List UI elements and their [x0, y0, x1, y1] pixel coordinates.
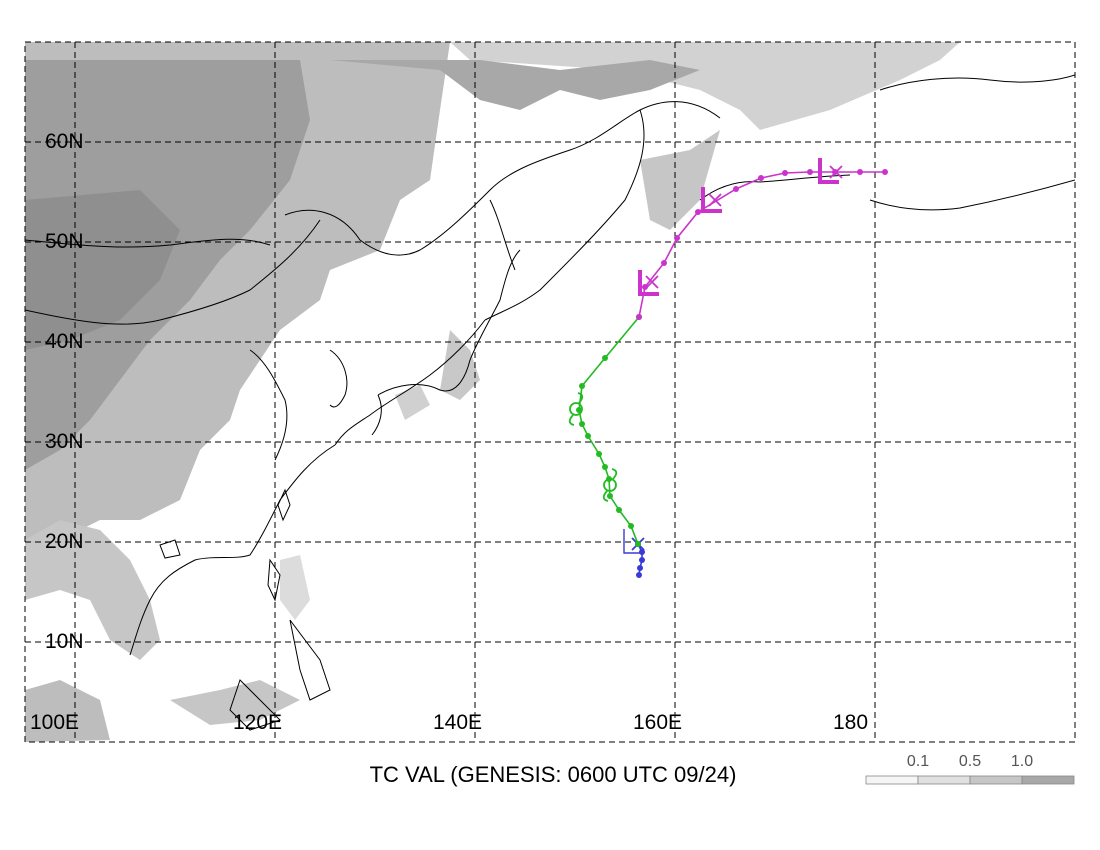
lon-label-140: 140E	[433, 711, 482, 734]
legend-label-1.0: 1.0	[1011, 753, 1033, 770]
track-point	[637, 565, 643, 571]
track-line	[638, 171, 885, 318]
tropical-storm-arms	[568, 392, 584, 426]
track-point	[579, 421, 585, 427]
track-point	[636, 314, 642, 320]
track-point	[607, 493, 613, 499]
legend-label-0.5: 0.5	[959, 753, 981, 770]
lon-label-100: 100E	[30, 711, 79, 734]
lat-label-20: 20N	[45, 530, 84, 553]
lon-label-160: 160E	[633, 711, 682, 734]
lat-labels: 10N 20N 30N 40N 50N 60N	[45, 130, 84, 653]
lon-label-120: 120E	[233, 711, 282, 734]
legend-box-4	[1021, 775, 1075, 785]
track-point	[602, 464, 608, 470]
tropical-storm-symbol	[569, 402, 583, 416]
track-point	[782, 170, 788, 176]
track-point	[758, 175, 764, 181]
track-point	[596, 451, 602, 457]
legend-box-2	[917, 775, 971, 785]
lat-lon-grid	[25, 42, 1075, 742]
terrain-shading	[25, 42, 960, 742]
track-point	[628, 523, 634, 529]
track-point	[674, 235, 680, 241]
low-symbol	[638, 270, 659, 296]
low-symbol	[818, 158, 839, 184]
track-point	[639, 557, 645, 563]
track-point	[857, 169, 863, 175]
shading-legend: 0.1 0.5 1.0	[865, 753, 1075, 785]
map-border	[24, 41, 1076, 743]
track-point	[602, 355, 608, 361]
low-symbol	[701, 187, 722, 213]
coastlines	[25, 74, 1075, 731]
lat-label-50: 50N	[45, 230, 84, 253]
track-point	[807, 169, 813, 175]
track-point	[635, 541, 641, 547]
track-point	[616, 507, 622, 513]
legend-box-1	[865, 775, 919, 785]
map-title: TC VAL (GENESIS: 0600 UTC 09/24)	[370, 762, 737, 787]
position-x-mark	[645, 275, 659, 289]
track-point	[882, 169, 888, 175]
lat-label-10: 10N	[45, 630, 84, 653]
track-point	[636, 572, 642, 578]
lon-label-180: 180	[833, 711, 868, 734]
track-point	[695, 209, 701, 215]
track-point	[733, 186, 739, 192]
position-x-mark	[829, 165, 843, 179]
track-point	[642, 284, 648, 290]
lat-label-60: 60N	[45, 130, 84, 153]
track-point	[579, 383, 585, 389]
storm-track	[568, 158, 888, 578]
lon-labels: 100E 120E 140E 160E 180	[30, 711, 868, 734]
lat-label-40: 40N	[45, 330, 84, 353]
tropical-storm-symbol	[603, 478, 617, 492]
track-point	[585, 433, 591, 439]
low-symbol	[623, 529, 643, 554]
track-point	[661, 260, 667, 266]
track-segment-2	[636, 158, 888, 320]
position-x-mark	[708, 193, 722, 207]
legend-box-3	[969, 775, 1023, 785]
lat-label-30: 30N	[45, 430, 84, 453]
tropical-storm-arms	[602, 468, 618, 502]
track-segment-1	[568, 314, 642, 547]
legend-label-0.1: 0.1	[907, 753, 929, 770]
